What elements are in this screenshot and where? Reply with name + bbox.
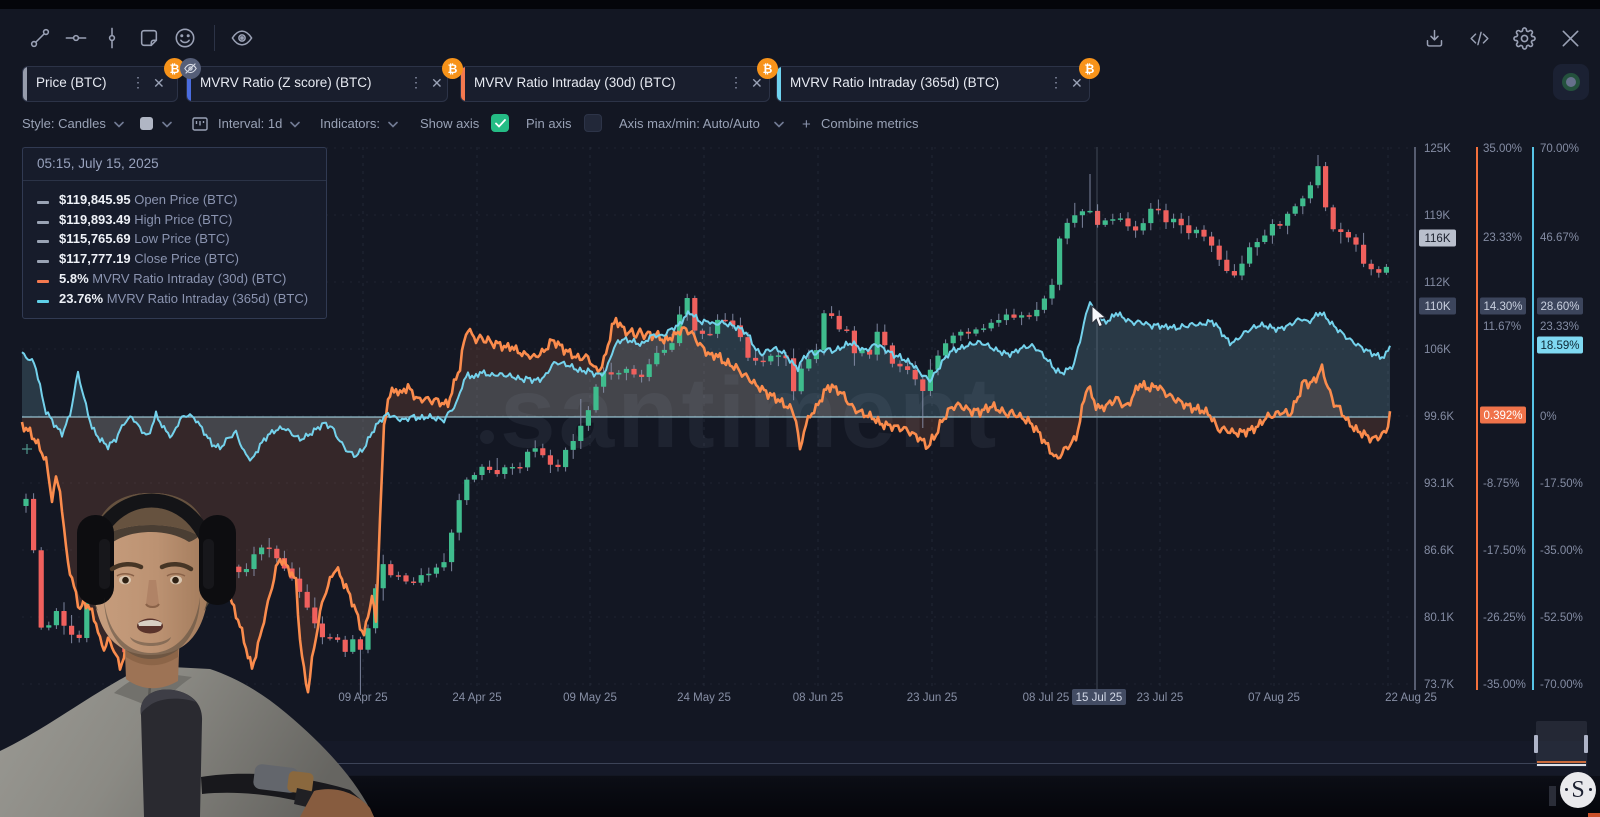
svg-text:23 Jul 25: 23 Jul 25 (1137, 692, 1184, 704)
svg-text:86.6K: 86.6K (1424, 545, 1454, 557)
svg-text:0.392%: 0.392% (1483, 410, 1522, 422)
svg-text:-17.50%: -17.50% (1483, 545, 1526, 557)
svg-text:-52.50%: -52.50% (1540, 612, 1583, 624)
svg-text:119K: 119K (1424, 210, 1450, 222)
svg-text:28.60%: 28.60% (1540, 301, 1579, 313)
svg-text:-26.25%: -26.25% (1483, 612, 1526, 624)
svg-text:110K: 110K (1424, 301, 1450, 313)
svg-text:106K: 106K (1424, 344, 1451, 356)
svg-text:70.00%: 70.00% (1540, 143, 1579, 155)
svg-text:23.33%: 23.33% (1540, 321, 1579, 333)
svg-text:-35.00%: -35.00% (1483, 679, 1526, 691)
svg-text:23.33%: 23.33% (1483, 232, 1522, 244)
svg-text:125K: 125K (1424, 143, 1451, 155)
svg-text:08 Jul 25: 08 Jul 25 (1023, 692, 1070, 704)
svg-text:-17.50%: -17.50% (1540, 478, 1583, 490)
svg-text:24 Apr 25: 24 Apr 25 (452, 692, 501, 704)
svg-text:18.59%: 18.59% (1540, 340, 1579, 352)
svg-text:23 Jun 25: 23 Jun 25 (907, 692, 958, 704)
svg-text:35.00%: 35.00% (1483, 143, 1522, 155)
svg-text:0%: 0% (1540, 411, 1557, 423)
svg-text:-8.75%: -8.75% (1483, 478, 1519, 490)
svg-text:07 Aug 25: 07 Aug 25 (1248, 692, 1300, 704)
svg-text:99.6K: 99.6K (1424, 411, 1454, 423)
svg-text:24 May 25: 24 May 25 (677, 692, 731, 704)
svg-text:-35.00%: -35.00% (1540, 545, 1583, 557)
svg-text:22 Aug 25: 22 Aug 25 (1385, 692, 1437, 704)
svg-text:46.67%: 46.67% (1540, 232, 1579, 244)
svg-text:15 Jul 25: 15 Jul 25 (1076, 692, 1123, 704)
svg-text:73.7K: 73.7K (1424, 679, 1454, 691)
svg-text:112K: 112K (1424, 277, 1450, 289)
svg-text:93.1K: 93.1K (1424, 478, 1454, 490)
svg-text:14.30%: 14.30% (1483, 301, 1522, 313)
svg-text:80.1K: 80.1K (1424, 612, 1454, 624)
svg-text:09 May 25: 09 May 25 (563, 692, 617, 704)
svg-text:11.67%: 11.67% (1483, 321, 1521, 333)
svg-text:08 Jun 25: 08 Jun 25 (793, 692, 844, 704)
svg-text:-70.00%: -70.00% (1540, 679, 1583, 691)
svg-text:09 Apr 25: 09 Apr 25 (338, 692, 387, 704)
svg-text:116K: 116K (1424, 233, 1450, 245)
